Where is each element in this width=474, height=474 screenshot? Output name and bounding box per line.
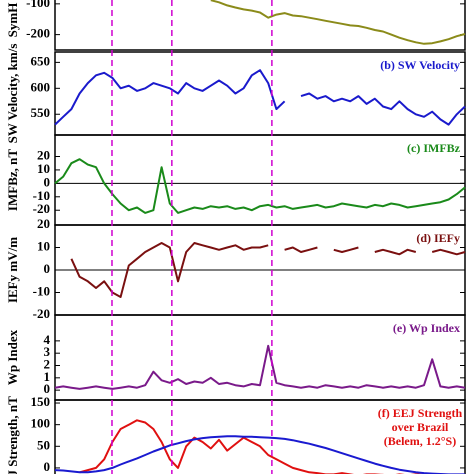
series-line — [54, 69, 466, 126]
y-tick-label: 0 — [44, 459, 51, 474]
y-tick-label: 20 — [37, 147, 50, 162]
y-axis-label: Wp Index — [5, 329, 20, 385]
y-axis-label: EEJ Strength, nT — [5, 396, 20, 474]
y-tick-label: 0 — [44, 261, 51, 276]
y-tick-label: -20 — [33, 306, 50, 321]
panel-label: over Brazil — [392, 420, 449, 434]
y-tick-label: 4 — [44, 332, 51, 347]
y-tick-label: -200 — [26, 26, 50, 41]
y-tick-label: 1 — [44, 369, 51, 384]
plot-frame — [54, 399, 466, 474]
y-tick-label: 0 — [44, 381, 51, 396]
y-tick-label: 10 — [37, 161, 50, 176]
y-tick-label: 2 — [44, 356, 51, 371]
y-tick-label: 650 — [31, 53, 51, 68]
panel: 550 600 650 SW Velocity, km/s (b) SW Velocit… — [5, 44, 466, 144]
y-tick-label: -10 — [33, 188, 50, 203]
y-tick-label: 50 — [37, 437, 50, 452]
plot-frame — [54, 134, 466, 226]
panel-label: (Belem, 1.2°S) — [384, 434, 456, 448]
y-tick-label: 600 — [31, 79, 51, 94]
y-tick-label: 150 — [31, 394, 51, 409]
y-axis-label: SW Velocity, km/s — [5, 44, 20, 144]
panel-label: (d) IEFy — [416, 231, 460, 245]
y-tick-label: -100 — [26, 0, 50, 10]
panel: -100 -200 SymH — [5, 0, 466, 51]
y-tick-label: -20 — [33, 201, 50, 216]
series-line — [79, 419, 465, 474]
y-tick-label: 100 — [31, 416, 51, 431]
series-line — [54, 435, 465, 474]
series-line — [54, 158, 466, 214]
panel-label: (f) EEJ Strength — [378, 406, 463, 420]
panel-label: (b) SW Velocity — [380, 58, 460, 72]
series-line — [70, 242, 466, 298]
y-tick-label: 20 — [37, 216, 50, 231]
y-tick-label: -10 — [33, 283, 50, 298]
y-tick-label: 550 — [31, 105, 51, 120]
plot-frame — [54, 0, 466, 51]
panel-label: (c) IMFBz — [407, 141, 461, 155]
y-tick-label: 0 — [44, 174, 51, 189]
y-tick-label: 10 — [37, 238, 50, 253]
panel: 0 50 100 150 EEJ Strength, nT (f) EEJ Strengt… — [5, 394, 466, 474]
panel-label: (e) Wp Index — [393, 321, 460, 335]
y-axis-label: IEFy mV/m — [5, 237, 20, 303]
series-line — [210, 0, 466, 45]
y-tick-label: 3 — [44, 344, 51, 359]
y-axis-label: SymH — [5, 3, 20, 38]
series-line — [54, 344, 466, 390]
y-axis-label: IMFBz, nT — [5, 149, 20, 211]
panel: 20 10 0 -10 -20 IEFy mV/m (d) IEFy — [5, 216, 466, 321]
